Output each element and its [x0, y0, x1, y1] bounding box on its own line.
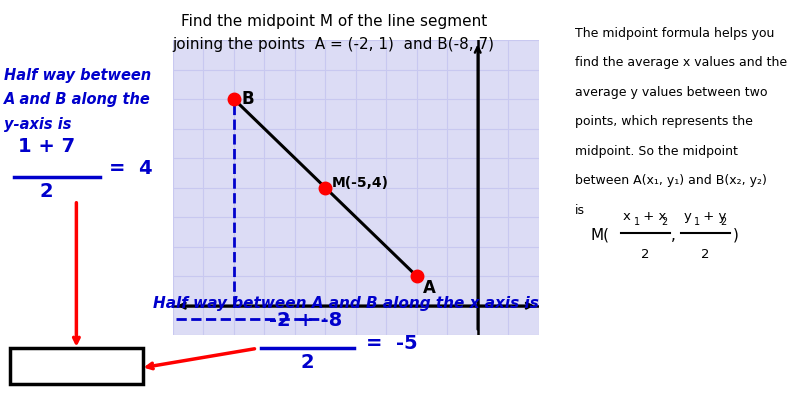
Text: A and B along the: A and B along the [4, 92, 151, 107]
Text: M(-5,4): M(-5,4) [39, 357, 113, 375]
Text: 1: 1 [693, 217, 699, 227]
Text: points, which represents the: points, which represents the [574, 115, 752, 128]
Text: x: x [622, 209, 630, 222]
Text: Half way between: Half way between [4, 67, 151, 83]
Text: -2 + -8: -2 + -8 [268, 310, 342, 329]
Text: B: B [241, 90, 254, 108]
Text: 1: 1 [634, 217, 640, 227]
Text: =  4: = 4 [108, 158, 152, 177]
Text: 2: 2 [660, 217, 666, 227]
Text: is: is [574, 203, 584, 216]
Text: 2: 2 [700, 247, 708, 260]
Text: M(-5,4): M(-5,4) [331, 176, 388, 190]
Text: Find the midpoint M of the line segment: Find the midpoint M of the line segment [181, 14, 486, 29]
Text: y-axis is: y-axis is [4, 117, 71, 132]
Text: 2: 2 [300, 352, 313, 371]
Text: 1 + 7: 1 + 7 [18, 137, 75, 155]
Text: =  -5: = -5 [365, 333, 417, 352]
FancyBboxPatch shape [10, 348, 143, 384]
Text: The midpoint formula helps you: The midpoint formula helps you [574, 27, 773, 40]
Text: + y: + y [698, 209, 725, 222]
Text: Half way between A and B along the x axis is: Half way between A and B along the x axi… [153, 295, 538, 310]
Text: 2: 2 [719, 217, 726, 227]
Text: between A(x₁, y₁) and B(x₂, y₂): between A(x₁, y₁) and B(x₂, y₂) [574, 174, 766, 187]
Text: 2: 2 [640, 247, 648, 260]
Text: + x: + x [638, 209, 666, 222]
Text: 2: 2 [40, 182, 53, 201]
Text: M(: M( [590, 227, 609, 242]
Text: joining the points  A = (-2, 1)  and B(-8, 7): joining the points A = (-2, 1) and B(-8,… [173, 37, 494, 52]
Text: y: y [683, 209, 691, 222]
Text: ): ) [732, 227, 737, 242]
Text: find the average x values and the: find the average x values and the [574, 56, 786, 69]
Text: average y values between two: average y values between two [574, 85, 766, 99]
Text: A: A [422, 279, 435, 297]
Text: midpoint. So the midpoint: midpoint. So the midpoint [574, 144, 737, 157]
Text: ,: , [671, 227, 675, 242]
